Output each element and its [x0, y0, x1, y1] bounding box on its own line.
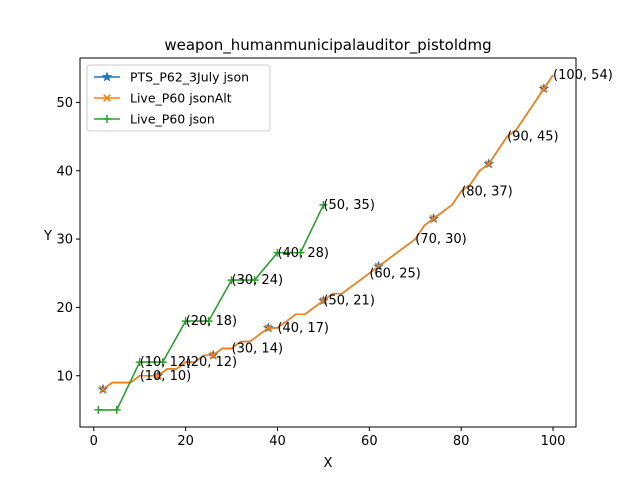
series-2-point — [112, 405, 121, 414]
data-label: (20, 12) — [186, 355, 238, 370]
x-tick-label: 80 — [453, 434, 470, 449]
series-2-point — [181, 317, 190, 326]
y-tick-label: 50 — [56, 96, 73, 111]
series-2 — [94, 200, 328, 414]
legend-entry: Live_P60 json — [94, 112, 215, 127]
data-label: (20, 18) — [186, 314, 238, 329]
series-1-point — [484, 160, 493, 168]
series-1-point — [319, 296, 328, 305]
data-label: (90, 45) — [507, 130, 559, 145]
data-label: (50, 35) — [323, 198, 375, 213]
series-2-point — [250, 276, 259, 285]
legend: PTS_P62_3July json Live_P60 jsonAlt Live_P… — [86, 64, 271, 132]
data-label: (80, 37) — [461, 184, 513, 199]
series-2-point — [158, 358, 167, 367]
chart-title: weapon_humanmunicipalauditor_pistoldmg — [164, 36, 491, 55]
x-tick-label: 40 — [269, 434, 286, 449]
x-axis: 0 20 40 60 80 100 — [90, 427, 566, 449]
data-label: (30, 24) — [232, 273, 284, 288]
series-1-point — [209, 351, 218, 360]
legend-entry: PTS_P62_3July json — [94, 70, 249, 85]
y-tick-label: 20 — [56, 301, 73, 316]
series-1-point — [154, 371, 162, 380]
series-1-point — [374, 262, 383, 271]
series-2-point — [204, 317, 213, 326]
series-1-point — [540, 84, 548, 93]
data-label: (50, 21) — [323, 294, 375, 309]
series-1 — [99, 74, 554, 394]
series-1-point — [264, 324, 273, 332]
data-label: (10, 10) — [140, 369, 192, 384]
annotations: (10, 10)(10, 12)(20, 12) (20, 18) (30, 14)… — [140, 68, 613, 384]
data-label: (60, 25) — [369, 266, 421, 281]
legend-label: Live_P60 json — [130, 112, 215, 127]
series-2-point — [227, 276, 236, 285]
series-2-point — [273, 248, 282, 257]
y-axis-label: Y — [43, 229, 52, 244]
legend-marker — [103, 115, 111, 123]
data-label: (70, 30) — [415, 232, 467, 247]
y-tick-label: 40 — [56, 164, 73, 179]
x-tick-label: 20 — [177, 434, 194, 449]
data-label: (100, 54) — [553, 68, 613, 83]
series-2-point — [135, 358, 144, 367]
series-1-point — [429, 214, 438, 223]
series-2-point — [296, 248, 305, 257]
legend-entry: Live_P60 jsonAlt — [94, 91, 232, 106]
axes-frame — [79, 57, 577, 428]
plot-area — [94, 74, 554, 414]
legend-marker — [101, 71, 113, 82]
data-label: (30, 14) — [232, 341, 284, 356]
data-label: (40, 28) — [277, 246, 329, 261]
y-tick-label: 30 — [56, 233, 73, 248]
legend-box — [86, 64, 271, 132]
x-tick-label: 60 — [361, 434, 378, 449]
data-label: (40, 17) — [277, 321, 329, 336]
legend-label: PTS_P62_3July json — [130, 70, 249, 85]
x-axis-label: X — [324, 456, 333, 471]
y-axis: 10 20 30 40 50 — [56, 96, 80, 384]
series-1-point — [99, 385, 107, 394]
legend-marker — [103, 94, 111, 102]
legend-label: Live_P60 jsonAlt — [130, 91, 232, 106]
data-label: (10, 12) — [140, 355, 192, 370]
x-tick-label: 0 — [90, 434, 98, 449]
y-tick-label: 10 — [56, 369, 73, 384]
series-2-point — [319, 200, 328, 209]
x-tick-label: 100 — [541, 434, 566, 449]
series-2-point — [94, 405, 103, 414]
series-line-1 — [102, 74, 554, 391]
